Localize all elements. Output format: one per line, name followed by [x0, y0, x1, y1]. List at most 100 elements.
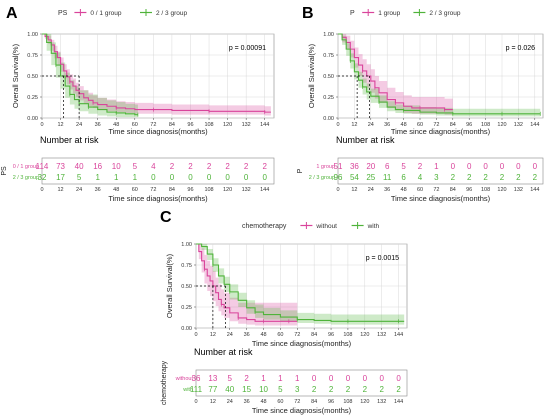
risk-count: 0 — [151, 173, 156, 182]
x-tick-label: 120 — [223, 122, 232, 128]
risk-x-tick-label: 72 — [433, 187, 439, 193]
risk-row-label: 2 / 3 group — [309, 175, 335, 181]
risk-count: 16 — [93, 162, 102, 171]
x-tick-label: 108 — [204, 122, 213, 128]
risk-count: 2 — [262, 162, 267, 171]
legend-entry: 0 / 1 group — [90, 10, 121, 17]
x-tick-label: 48 — [260, 332, 266, 338]
x-tick-label: 12 — [57, 122, 63, 128]
risk-count: 2 — [418, 162, 423, 171]
x-tick-label: 0 — [40, 122, 43, 128]
x-axis-label: Time since diagnosis(months) — [108, 127, 208, 136]
risk-count: 0 — [483, 162, 488, 171]
risk-count: 0 — [396, 374, 401, 383]
risk-x-tick-label: 12 — [57, 187, 63, 193]
risk-x-tick-label: 132 — [242, 187, 251, 193]
survival-curve-1 — [196, 243, 298, 322]
risk-count: 0 — [379, 374, 384, 383]
ci-band-1 — [42, 34, 271, 116]
x-axis-label: Time since diagnosis(months) — [391, 127, 491, 136]
y-tick-label: 0.75 — [323, 53, 334, 59]
risk-y-axis-label: P — [297, 168, 304, 173]
x-tick-label: 144 — [530, 122, 539, 128]
risk-x-tick-label: 120 — [223, 187, 232, 193]
risk-count: 1 — [261, 374, 266, 383]
panel-letter: A — [6, 5, 18, 22]
risk-count: 36 — [350, 162, 359, 171]
y-tick-label: 0.00 — [323, 116, 334, 122]
p-value: p = 0.00091 — [229, 45, 266, 52]
x-tick-label: 24 — [227, 332, 233, 338]
x-tick-label: 36 — [95, 122, 101, 128]
risk-count: 4 — [418, 173, 423, 182]
panel-letter: B — [302, 5, 314, 22]
legend-entry: 1 group — [378, 10, 400, 17]
x-tick-label: 24 — [368, 122, 374, 128]
risk-x-axis-label: Time since diagnosis(months) — [391, 194, 491, 203]
legend-title: P — [350, 10, 355, 17]
x-tick-label: 36 — [384, 122, 390, 128]
risk-table-title: Number at risk — [194, 347, 253, 357]
risk-count: 2 — [329, 385, 334, 394]
risk-count: 32 — [38, 173, 47, 182]
y-axis-label: Overall Survival(%) — [165, 253, 174, 318]
risk-count: 54 — [350, 173, 359, 182]
x-tick-label: 144 — [260, 122, 269, 128]
x-tick-label: 120 — [497, 122, 506, 128]
legend-entry: with — [367, 223, 380, 230]
risk-count: 2 — [244, 374, 249, 383]
risk-x-tick-label: 72 — [294, 399, 300, 405]
x-tick-label: 84 — [169, 122, 175, 128]
risk-count: 2 — [188, 162, 193, 171]
risk-x-tick-label: 36 — [95, 187, 101, 193]
risk-count: 5 — [278, 385, 283, 394]
risk-count: 0 — [363, 374, 368, 383]
risk-count: 3 — [434, 173, 439, 182]
risk-count: 0 — [170, 173, 175, 182]
y-tick-label: 0.25 — [323, 95, 334, 101]
risk-table-title: Number at risk — [40, 135, 99, 145]
risk-row-label: without — [175, 376, 194, 382]
risk-count: 111 — [190, 385, 203, 394]
x-tick-label: 132 — [377, 332, 386, 338]
x-tick-label: 120 — [360, 332, 369, 338]
risk-count: 2 — [244, 162, 249, 171]
risk-count: 96 — [334, 173, 343, 182]
y-tick-label: 0.25 — [181, 305, 192, 311]
risk-count: 5 — [77, 173, 82, 182]
risk-count: 5 — [228, 374, 233, 383]
risk-x-tick-label: 132 — [514, 187, 523, 193]
x-tick-label: 36 — [244, 332, 250, 338]
risk-count: 2 — [346, 385, 351, 394]
risk-x-tick-label: 48 — [113, 187, 119, 193]
risk-count: 2 — [451, 173, 456, 182]
risk-table-area — [195, 369, 408, 397]
y-tick-label: 0.50 — [27, 74, 38, 80]
risk-count: 10 — [259, 385, 268, 394]
ci-band-2 — [42, 34, 138, 118]
risk-x-tick-label: 72 — [150, 187, 156, 193]
risk-row-label: with — [182, 387, 193, 393]
risk-count: 15 — [242, 385, 251, 394]
risk-count: 2 — [170, 162, 175, 171]
risk-count: 0 — [329, 374, 334, 383]
risk-count: 0 — [516, 162, 521, 171]
risk-x-tick-label: 12 — [210, 399, 216, 405]
risk-x-tick-label: 0 — [336, 187, 339, 193]
x-tick-label: 108 — [343, 332, 352, 338]
risk-x-tick-label: 84 — [311, 399, 317, 405]
risk-count: 51 — [334, 162, 343, 171]
risk-x-tick-label: 12 — [351, 187, 357, 193]
legend: chemotherapy without with — [242, 222, 380, 230]
y-axis-label: Overall Survival(%) — [307, 43, 316, 108]
risk-y-axis-label: chemotherapy — [161, 360, 168, 405]
risk-count: 0 — [207, 173, 212, 182]
risk-x-tick-label: 0 — [194, 399, 197, 405]
risk-count: 13 — [208, 374, 217, 383]
x-tick-label: 96 — [328, 332, 334, 338]
x-tick-label: 132 — [514, 122, 523, 128]
risk-x-tick-label: 24 — [227, 399, 233, 405]
risk-count: 20 — [366, 162, 375, 171]
